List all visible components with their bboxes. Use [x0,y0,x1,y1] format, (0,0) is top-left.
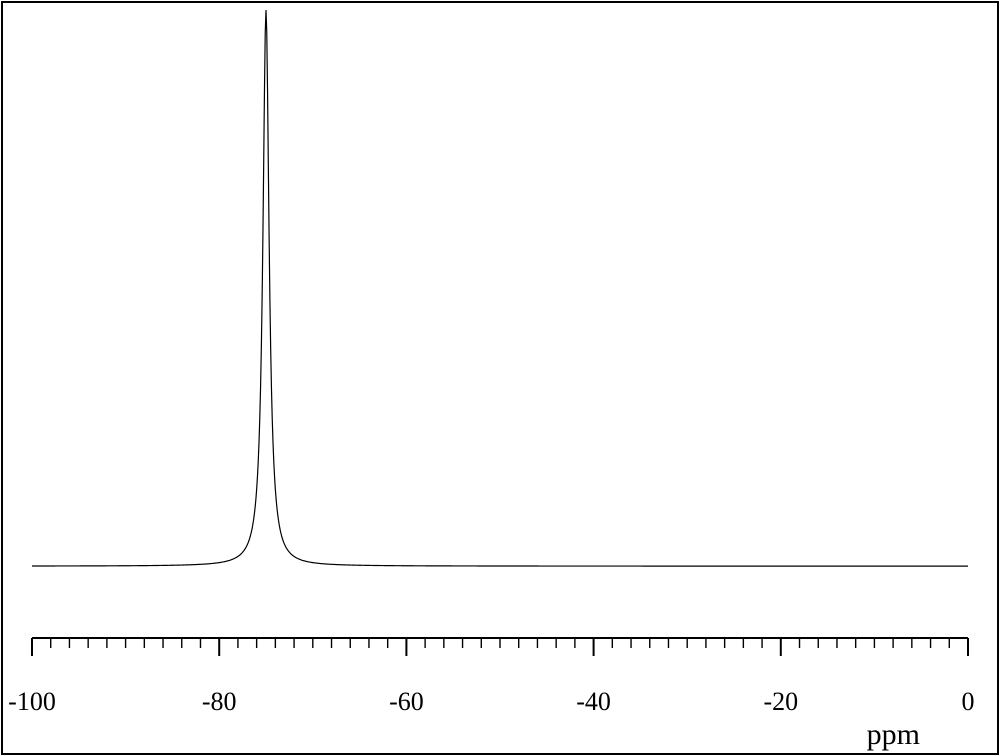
nmr-spectrum-chart: -100 -80 -60 -40 -20 0 ppm [0,0,1000,756]
x-tick-label: -100 [8,687,56,716]
chart-svg: -100 -80 -60 -40 -20 0 ppm [0,0,1000,756]
x-tick-label: 0 [962,687,975,716]
x-tick-label: -60 [389,687,424,716]
x-axis-label: ppm [867,718,920,751]
x-tick-label: -80 [202,687,237,716]
spectrum-trace [32,10,968,566]
x-tick-label: -20 [763,687,798,716]
x-tick-label: -40 [576,687,611,716]
